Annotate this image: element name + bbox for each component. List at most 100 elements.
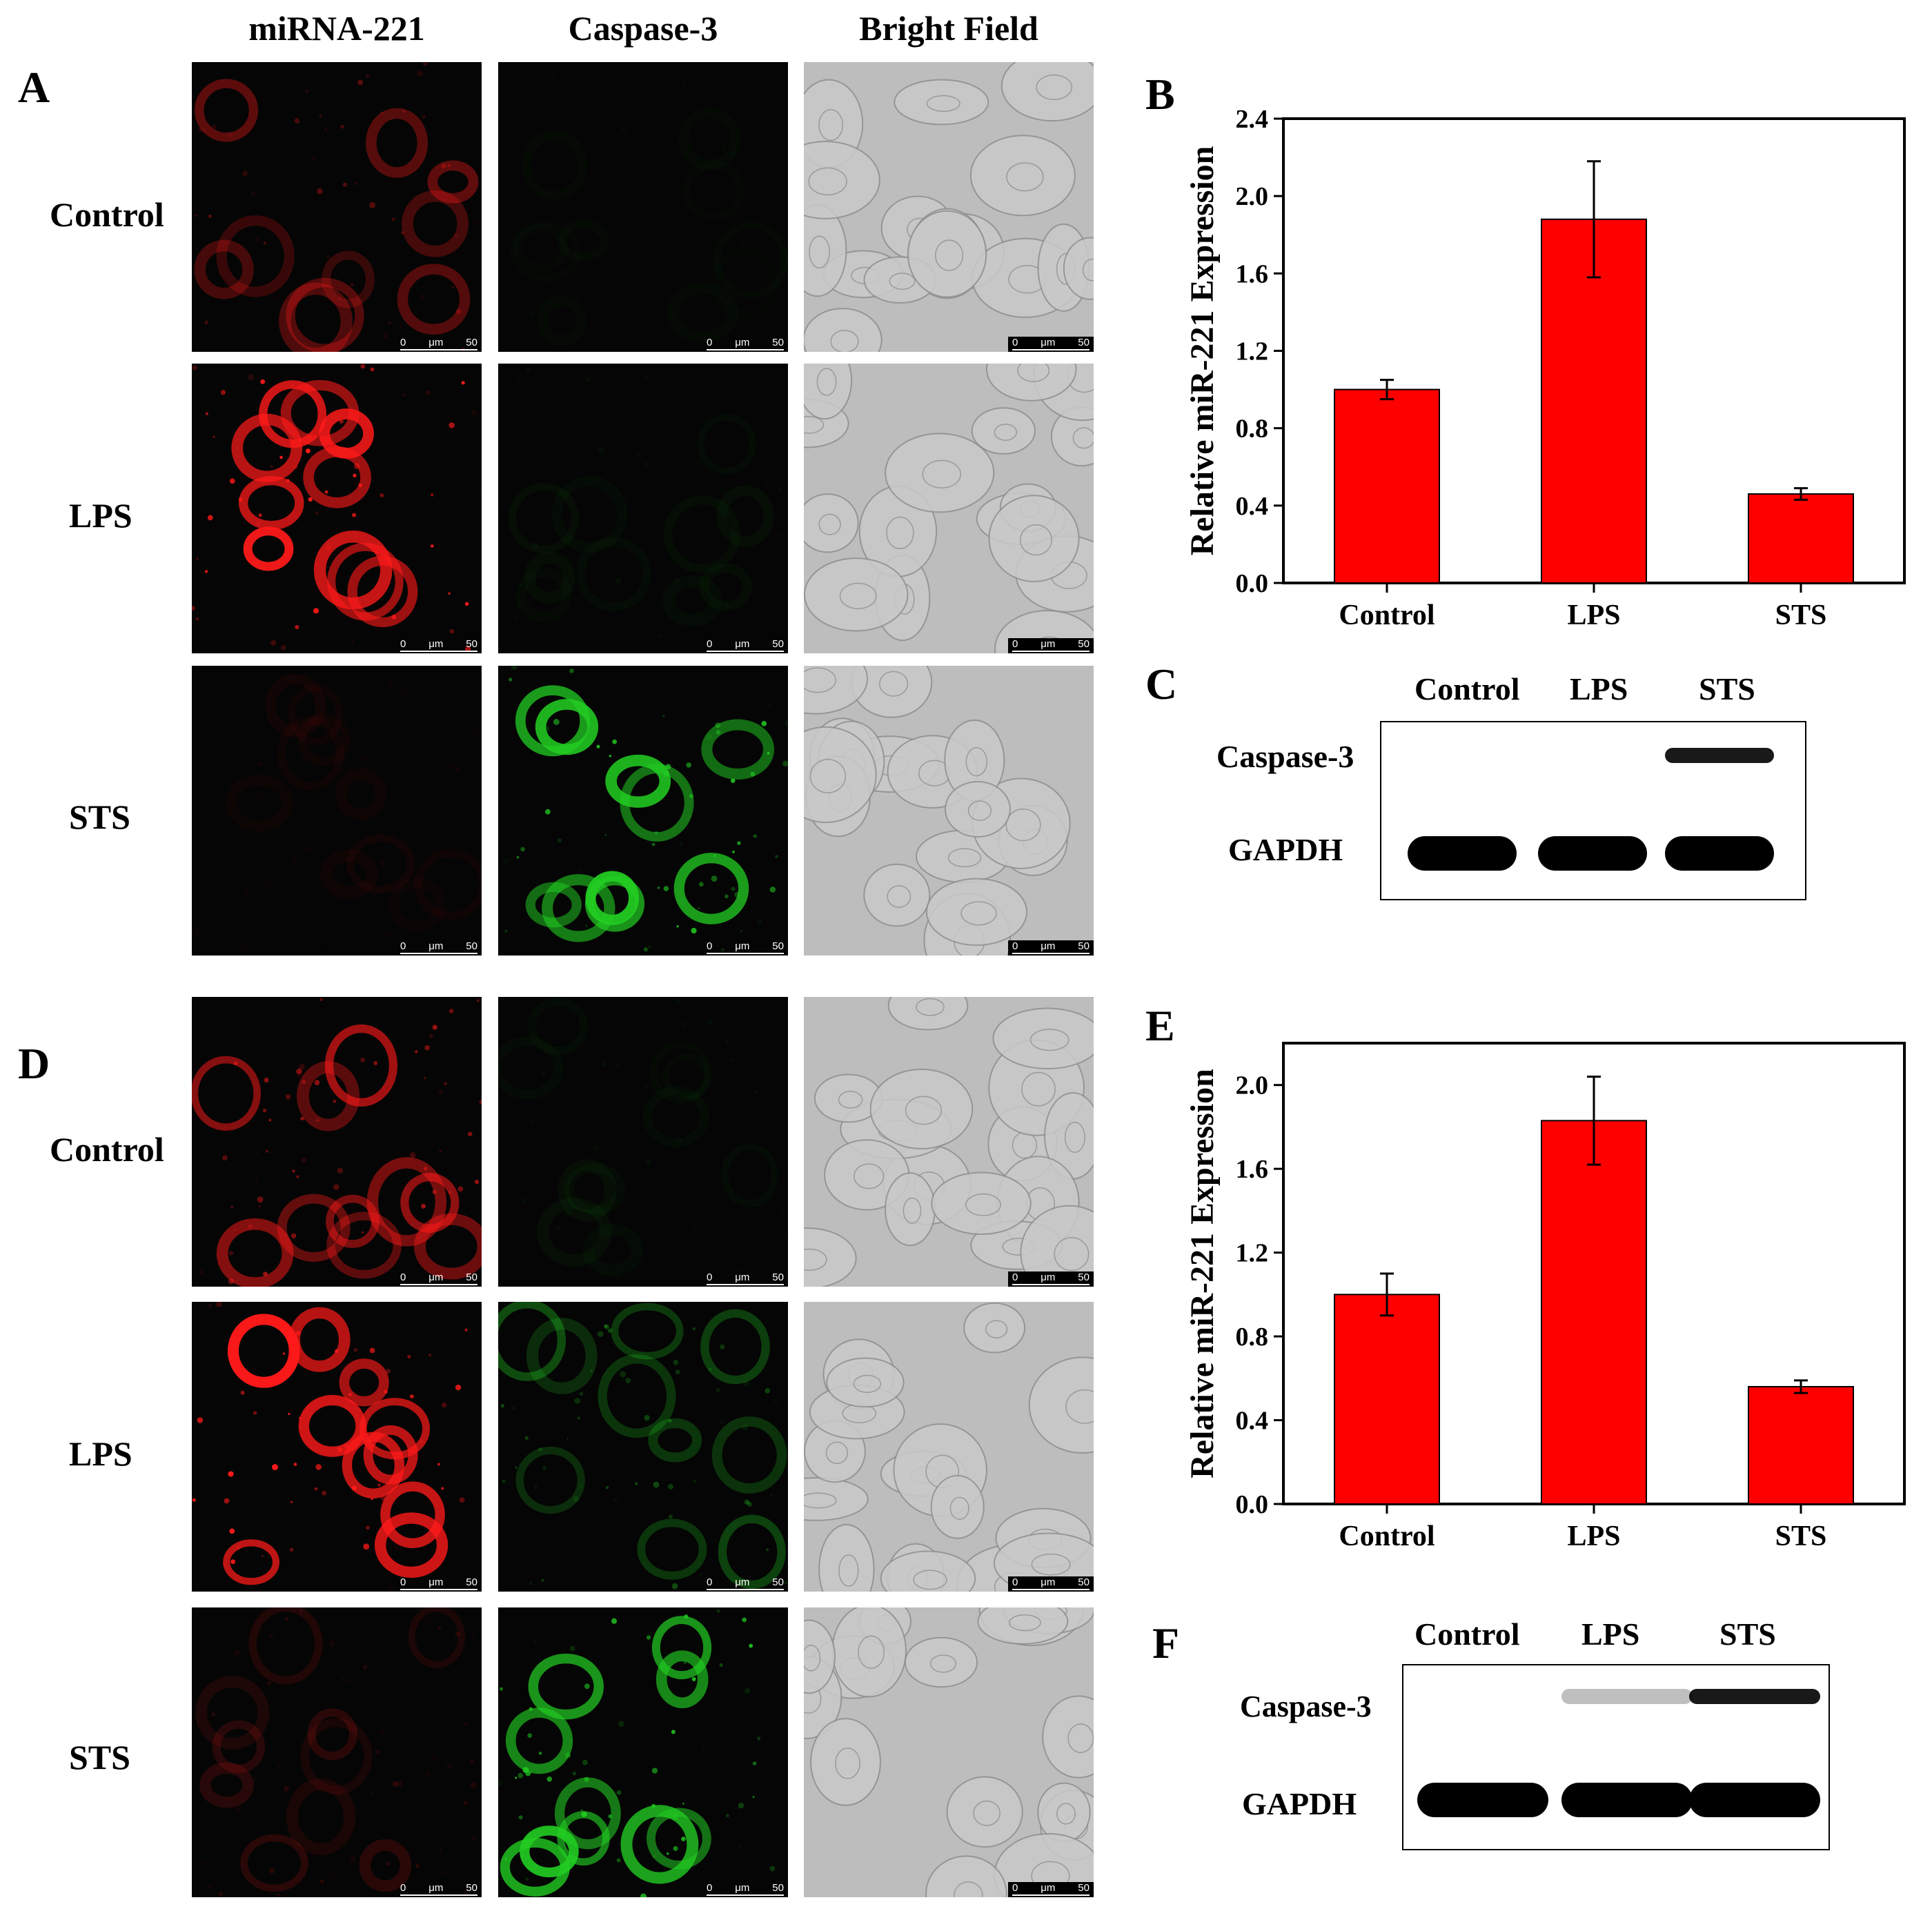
band-gapdh-sts — [1665, 836, 1774, 871]
scale-bar-start: 0 — [1012, 940, 1018, 952]
x-tick-label: LPS — [1567, 600, 1620, 631]
scale-bar-label: 0 μm 50 — [1008, 1576, 1094, 1589]
scale-bar-label: 0 μm 50 — [396, 1882, 482, 1894]
scale-bar-line — [400, 349, 477, 350]
scale-bar-label: 0 μm 50 — [396, 1576, 482, 1589]
band-gapdh-control — [1408, 836, 1517, 871]
scale-bar-line — [400, 1894, 477, 1896]
wb-f-lane-control: Control — [1414, 1616, 1520, 1652]
scale-bar — [1008, 1576, 1094, 1592]
scale-bar-unit: μm — [428, 1576, 444, 1588]
scale-bar-unit: μm — [735, 1576, 750, 1588]
scale-bar-line — [400, 651, 477, 652]
scale-bar-unit: μm — [1041, 940, 1056, 952]
band-caspase-3-sts — [1689, 1689, 1820, 1704]
scale-bar — [1008, 638, 1094, 653]
scale-bar-unit: μm — [1041, 1576, 1056, 1588]
scale-bar-end: 50 — [1078, 1576, 1090, 1588]
scale-bar-end: 50 — [772, 1271, 784, 1283]
scale-bar-unit: μm — [735, 940, 750, 952]
y-tick-label: 2.0 — [1236, 182, 1269, 211]
scale-bar-unit: μm — [428, 337, 444, 348]
wb-f-lane-sts: STS — [1719, 1616, 1776, 1652]
panel-label-d: D — [18, 1039, 50, 1088]
scale-bar-line — [707, 953, 784, 954]
scale-bar-label: 0 μm 50 — [1008, 1271, 1094, 1284]
scale-bar-start: 0 — [400, 1271, 406, 1283]
wb-c-lane-sts: STS — [1699, 671, 1755, 706]
row-label-a-lps: LPS — [69, 496, 132, 535]
scale-bar-line — [707, 1284, 784, 1285]
scale-bar-line — [707, 651, 784, 652]
scale-bar-line — [400, 1589, 477, 1590]
bar-sts — [1748, 1385, 1854, 1505]
scale-bar-start: 0 — [400, 1882, 406, 1894]
column-header-mirna: miRNA-221 — [248, 9, 425, 48]
x-tick-label: LPS — [1567, 1521, 1620, 1552]
scale-bar-line — [400, 1284, 477, 1285]
y-tick-label: 0.0 — [1236, 1490, 1269, 1519]
scale-bar-label: 0 μm 50 — [702, 940, 788, 953]
column-header-caspase: Caspase-3 — [568, 9, 718, 48]
scale-bar-start: 0 — [400, 638, 406, 650]
scale-bar-end: 50 — [466, 940, 477, 952]
panel-label-a: A — [18, 63, 50, 112]
scale-bar-start: 0 — [1012, 1882, 1018, 1894]
scale-bar-line — [1012, 651, 1090, 652]
scale-bar-line — [1012, 349, 1090, 350]
bar-sts — [1748, 493, 1854, 584]
scale-bar-unit: μm — [735, 337, 750, 348]
scale-bar-unit: μm — [428, 1271, 444, 1283]
micrograph-d-sts-caspase: 0 μm 50 — [498, 1607, 788, 1897]
micrograph-a-sts-mirna: 0 μm 50 — [192, 666, 482, 956]
row-label-d-sts: STS — [69, 1738, 130, 1777]
scale-bar-label: 0 μm 50 — [1008, 940, 1094, 953]
bar-control — [1334, 388, 1440, 584]
scale-bar-label: 0 μm 50 — [1008, 1882, 1094, 1894]
y-tick-label: 0.4 — [1236, 492, 1269, 521]
scale-bar-label: 0 μm 50 — [702, 1271, 788, 1284]
scale-bar-start: 0 — [707, 638, 713, 650]
scale-bar-start: 0 — [1012, 638, 1018, 650]
wb-f-protein-caspase: Caspase-3 — [1240, 1690, 1372, 1723]
scale-bar-start: 0 — [707, 1576, 713, 1588]
column-header-brightfield: Bright Field — [859, 9, 1038, 48]
scale-bar-end: 50 — [772, 638, 784, 650]
scale-bar-unit: μm — [1041, 638, 1056, 650]
scale-bar-label: 0 μm 50 — [702, 638, 788, 651]
y-tick-label: 0.8 — [1236, 1323, 1269, 1352]
scale-bar-start: 0 — [707, 337, 713, 348]
wb-f-lane-lps: LPS — [1581, 1616, 1640, 1652]
scale-bar — [1008, 1271, 1094, 1287]
scale-bar-line — [707, 1589, 784, 1590]
micrograph-d-control-caspase: 0 μm 50 — [498, 997, 788, 1287]
scale-bar-label: 0 μm 50 — [396, 337, 482, 349]
micrograph-d-lps-caspase: 0 μm 50 — [498, 1302, 788, 1592]
y-tick-label: 0.4 — [1236, 1407, 1269, 1436]
row-label-d-lps: LPS — [69, 1434, 132, 1473]
x-tick-label: STS — [1775, 1521, 1827, 1552]
micrograph-d-sts-brightfield: 0 μm 50 — [804, 1607, 1094, 1897]
y-tick-label: 1.6 — [1236, 1155, 1269, 1184]
scale-bar — [1008, 337, 1094, 352]
panel-label-f: F — [1152, 1619, 1180, 1667]
scale-bar-end: 50 — [466, 337, 477, 348]
scale-bar-end: 50 — [772, 337, 784, 348]
scale-bar-label: 0 μm 50 — [396, 940, 482, 953]
scale-bar-start: 0 — [707, 1271, 713, 1283]
wb-c-lane-lps: LPS — [1570, 671, 1628, 706]
scale-bar — [1008, 940, 1094, 956]
y-tick-label: 1.6 — [1236, 259, 1269, 288]
x-tick-label: Control — [1339, 600, 1435, 631]
micrograph-a-lps-mirna: 0 μm 50 — [192, 364, 482, 653]
band-gapdh-sts — [1689, 1783, 1820, 1817]
x-tick-label: STS — [1775, 600, 1827, 631]
scale-bar-unit: μm — [735, 1271, 750, 1283]
scale-bar-end: 50 — [466, 638, 477, 650]
scale-bar-unit: μm — [428, 940, 444, 952]
y-axis-label: Relative miR-221 Expression — [1184, 146, 1221, 556]
scale-bar-start: 0 — [1012, 337, 1018, 348]
scale-bar-end: 50 — [772, 1576, 784, 1588]
wb-f-protein-gapdh: GAPDH — [1242, 1786, 1357, 1821]
scale-bar-label: 0 μm 50 — [702, 1576, 788, 1589]
